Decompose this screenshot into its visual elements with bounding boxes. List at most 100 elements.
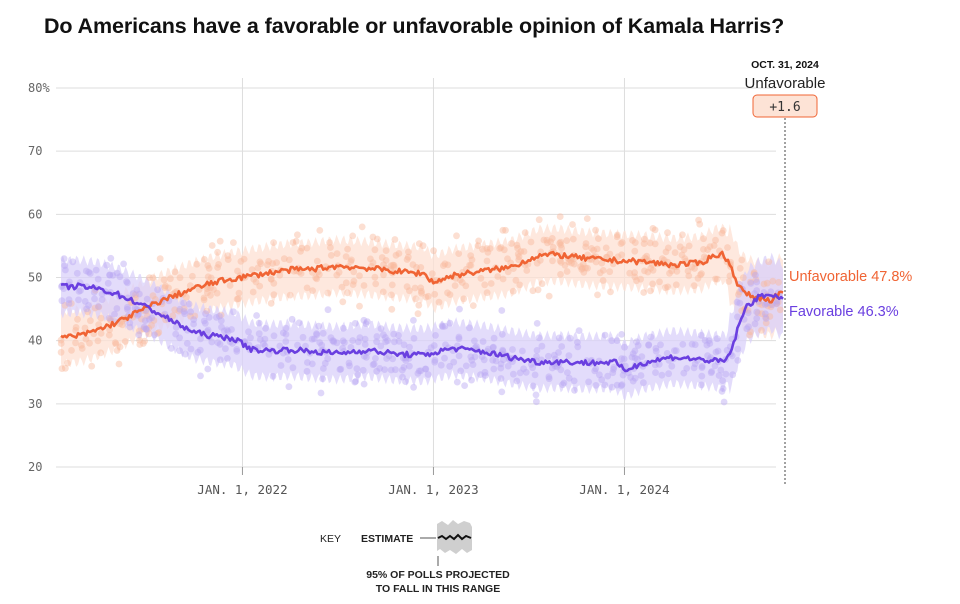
poll-dot: [205, 314, 213, 321]
poll-dot: [62, 364, 69, 372]
poll-dot: [372, 280, 380, 288]
poll-dot: [270, 332, 278, 340]
poll-dot: [223, 326, 231, 334]
poll-dot: [94, 337, 102, 345]
poll-dot: [516, 369, 524, 377]
poll-dot: [547, 238, 554, 246]
poll-dot: [189, 272, 196, 280]
poll-dot: [73, 269, 81, 277]
annotation-date: OCT. 31, 2024: [751, 59, 819, 71]
poll-dot: [498, 307, 506, 314]
poll-dot: [499, 226, 507, 234]
poll-dot: [446, 362, 454, 370]
poll-dot: [549, 257, 556, 265]
poll-dot: [631, 374, 639, 382]
poll-dot: [62, 266, 69, 274]
poll-dot: [91, 304, 99, 312]
poll-dot: [180, 308, 188, 315]
poll-dot: [551, 351, 558, 359]
poll-dot: [513, 241, 521, 249]
poll-dot: [358, 223, 366, 231]
poll-dot: [298, 244, 306, 252]
poll-dot: [197, 335, 204, 343]
poll-dot: [180, 305, 188, 312]
poll-dot: [187, 308, 195, 316]
poll-dot: [172, 330, 180, 338]
poll-dot: [753, 287, 761, 294]
poll-dot: [367, 255, 374, 263]
poll-dot: [95, 303, 102, 310]
poll-dot: [628, 353, 636, 361]
poll-dot: [705, 337, 713, 344]
poll-dot: [474, 242, 482, 250]
poll-dot: [752, 271, 759, 279]
poll-dot: [629, 350, 637, 357]
poll-dot: [149, 292, 157, 300]
poll-dot: [620, 355, 628, 363]
poll-dot: [520, 248, 528, 255]
poll-dot: [473, 343, 480, 350]
poll-dot: [187, 312, 195, 320]
poll-dot: [469, 361, 477, 368]
poll-dot: [596, 371, 603, 379]
poll-dot: [455, 250, 463, 257]
poll-dot: [120, 260, 127, 268]
poll-dot: [560, 379, 568, 387]
poll-dot: [617, 240, 625, 248]
poll-dot: [535, 216, 543, 224]
poll-dot: [203, 307, 211, 315]
poll-dot: [652, 345, 660, 352]
poll-dot: [703, 341, 711, 349]
poll-dot: [565, 352, 573, 359]
poll-dot: [330, 338, 338, 346]
poll-dot: [666, 269, 673, 277]
poll-dot: [618, 331, 625, 338]
poll-dot: [690, 364, 698, 372]
poll-dot: [456, 276, 464, 284]
poll-dot: [733, 298, 741, 306]
poll-dot: [504, 268, 512, 276]
poll-dot: [533, 347, 541, 354]
poll-dot: [404, 253, 412, 261]
poll-dot: [68, 347, 75, 354]
poll-dot: [313, 330, 320, 337]
key-range-swatch: [437, 520, 472, 554]
poll-dot: [701, 337, 709, 344]
poll-dot: [652, 347, 660, 355]
poll-dot: [167, 275, 174, 283]
poll-dot: [561, 262, 569, 269]
poll-dot: [201, 319, 209, 327]
poll-dot: [126, 319, 134, 327]
poll-dot: [504, 362, 512, 370]
poll-dot: [556, 213, 564, 221]
poll-dot: [680, 369, 688, 377]
poll-dot: [504, 255, 511, 263]
poll-dot: [466, 324, 473, 332]
poll-dot: [400, 364, 408, 371]
poll-dot: [467, 252, 475, 260]
poll-dot: [204, 365, 212, 373]
poll-dot: [57, 340, 65, 347]
poll-dot: [711, 362, 719, 370]
poll-dot: [412, 295, 420, 303]
poll-dot: [621, 343, 628, 351]
poll-dot: [143, 295, 151, 303]
poll-dot: [510, 265, 517, 272]
poll-dot: [713, 275, 721, 283]
poll-dot: [457, 367, 465, 375]
poll-dot: [746, 331, 753, 339]
poll-dot: [521, 229, 529, 237]
poll-dot: [81, 298, 89, 305]
poll-dot: [216, 237, 224, 245]
poll-dot: [361, 341, 369, 348]
poll-dot: [655, 360, 663, 368]
poll-dot: [435, 298, 443, 306]
poll-dot: [308, 335, 316, 343]
poll-dot: [131, 304, 139, 312]
poll-dot: [758, 326, 765, 334]
poll-dot: [183, 293, 190, 301]
poll-dot: [664, 244, 672, 252]
poll-dot: [356, 334, 364, 341]
poll-dot: [270, 239, 277, 247]
poll-dot: [643, 252, 651, 260]
